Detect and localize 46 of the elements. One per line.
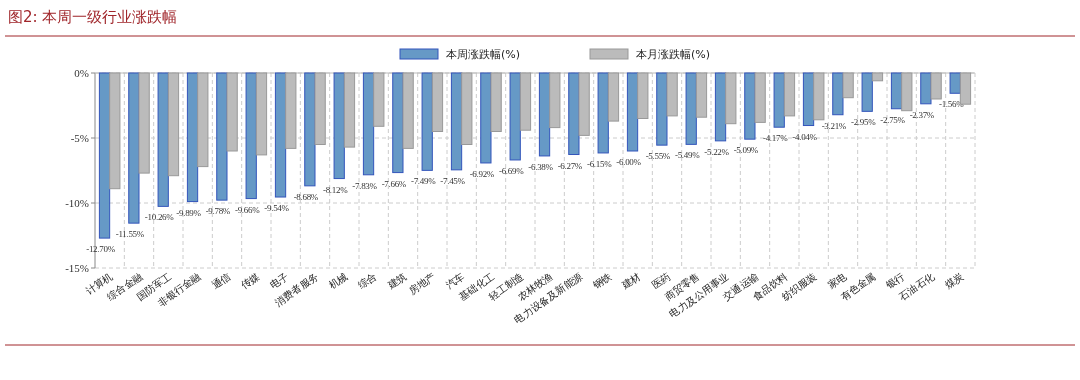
data-label: -9.54%	[264, 203, 290, 214]
x-tick-label: 煤炭	[942, 270, 966, 292]
data-label: -10.26%	[144, 212, 175, 223]
data-label: -6.69%	[498, 165, 525, 176]
y-tick-label: 0%	[74, 67, 89, 79]
chart-title: 图2: 本周一级行业涨跌幅	[8, 8, 178, 26]
data-label: -8.68%	[293, 191, 319, 202]
data-label: -6.00%	[616, 157, 642, 167]
data-label: -5.22%	[704, 146, 730, 157]
data-label: -5.09%	[733, 145, 759, 156]
data-label: -9.66%	[234, 204, 261, 215]
data-label: -6.27%	[557, 160, 583, 171]
x-tick-label: 建材	[619, 270, 643, 292]
data-label: -4.17%	[762, 133, 789, 144]
data-label: -7.83%	[352, 180, 378, 191]
data-label: -2.95%	[850, 117, 877, 128]
x-tick-label: 房地产	[406, 270, 438, 297]
x-tick-label: 建筑	[384, 270, 409, 292]
data-label: -6.38%	[528, 161, 554, 172]
data-label: -8.12%	[322, 184, 349, 195]
data-label: -2.75%	[880, 114, 906, 125]
data-label: -6.92%	[469, 168, 495, 179]
x-tick-label: 机械	[326, 270, 350, 292]
data-label: -2.37%	[909, 109, 935, 120]
data-label: -7.66%	[381, 178, 407, 189]
legend-label: 本月涨跌幅(%)	[636, 48, 711, 61]
legend-label: 本周涨跌幅(%)	[446, 48, 521, 61]
data-label: -6.15%	[586, 158, 613, 169]
y-tick-label: -5%	[70, 132, 89, 144]
data-label: -11.55%	[115, 229, 145, 240]
y-tick-label: -15%	[65, 262, 89, 274]
data-label: -5.49%	[674, 150, 701, 161]
data-label: -7.45%	[440, 175, 466, 186]
data-label: -7.49%	[410, 176, 437, 187]
data-label: -5.55%	[645, 151, 671, 162]
data-label: -9.78%	[205, 206, 231, 217]
x-tick-label: 综合	[356, 270, 379, 292]
data-label: -4.04%	[792, 131, 818, 142]
data-label: -1.56%	[938, 99, 965, 110]
data-label: -9.89%	[176, 207, 202, 218]
data-label: -3.21%	[821, 120, 847, 131]
data-label: -12.70%	[86, 244, 116, 255]
x-tick-label: 传媒	[238, 270, 262, 292]
x-tick-label: 钢铁	[589, 270, 614, 292]
x-tick-label: 通信	[209, 270, 233, 292]
y-tick-label: -10%	[65, 197, 89, 209]
